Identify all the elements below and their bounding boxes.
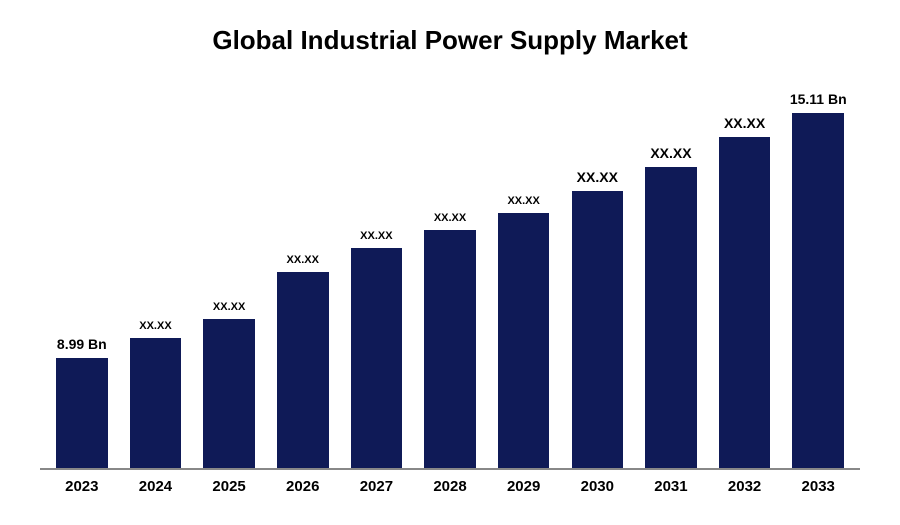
bar-value-label: XX.XX [577, 169, 618, 185]
bar [572, 191, 624, 468]
bar-value-label: XX.XX [360, 230, 392, 242]
x-axis-label: 2030 [560, 478, 634, 495]
bar [719, 137, 771, 468]
x-axis-label: 2025 [192, 478, 266, 495]
bar [130, 338, 182, 468]
x-axis-label: 2033 [781, 478, 855, 495]
bar [351, 248, 403, 469]
bar-group: XX.XX [119, 76, 193, 468]
bar-group: XX.XX [708, 76, 782, 468]
bar-value-label: XX.XX [139, 320, 171, 332]
x-axis-label: 2026 [266, 478, 340, 495]
bar-group: XX.XX [413, 76, 487, 468]
x-axis-label: 2028 [413, 478, 487, 495]
bar-value-label: 15.11 Bn [790, 91, 847, 107]
bar-value-label: XX.XX [434, 212, 466, 224]
bar [203, 319, 255, 468]
bar-group: XX.XX [560, 76, 634, 468]
x-axis-label: 2027 [340, 478, 414, 495]
bar-value-label: XX.XX [213, 301, 245, 313]
bar-group: 15.11 Bn [781, 76, 855, 468]
bar-value-label: XX.XX [287, 254, 319, 266]
bar-group: 8.99 Bn [45, 76, 119, 468]
x-axis-label: 2032 [708, 478, 782, 495]
bar-group: XX.XX [340, 76, 414, 468]
bar-group: XX.XX [192, 76, 266, 468]
bar-value-label: XX.XX [724, 115, 765, 131]
bar [277, 272, 329, 468]
bar [498, 213, 550, 468]
bar-group: XX.XX [266, 76, 340, 468]
bar-value-label: 8.99 Bn [57, 336, 107, 352]
bar-group: XX.XX [487, 76, 561, 468]
x-axis-label: 2024 [119, 478, 193, 495]
bar-value-label: XX.XX [650, 145, 691, 161]
chart-container: Global Industrial Power Supply Market 8.… [0, 0, 900, 525]
bar [424, 230, 476, 468]
chart-title: Global Industrial Power Supply Market [40, 25, 860, 56]
bar [56, 358, 108, 468]
bar [792, 113, 844, 468]
x-axis-label: 2023 [45, 478, 119, 495]
bar-group: XX.XX [634, 76, 708, 468]
x-axis-label: 2029 [487, 478, 561, 495]
chart-plot-area: 8.99 Bn XX.XX XX.XX XX.XX XX.XX XX.XX XX.XX XX.… [40, 76, 860, 470]
bar-value-label: XX.XX [507, 195, 539, 207]
x-axis-label: 2031 [634, 478, 708, 495]
bar [645, 167, 697, 468]
x-axis: 2023202420252026202720282029203020312032… [40, 470, 860, 495]
